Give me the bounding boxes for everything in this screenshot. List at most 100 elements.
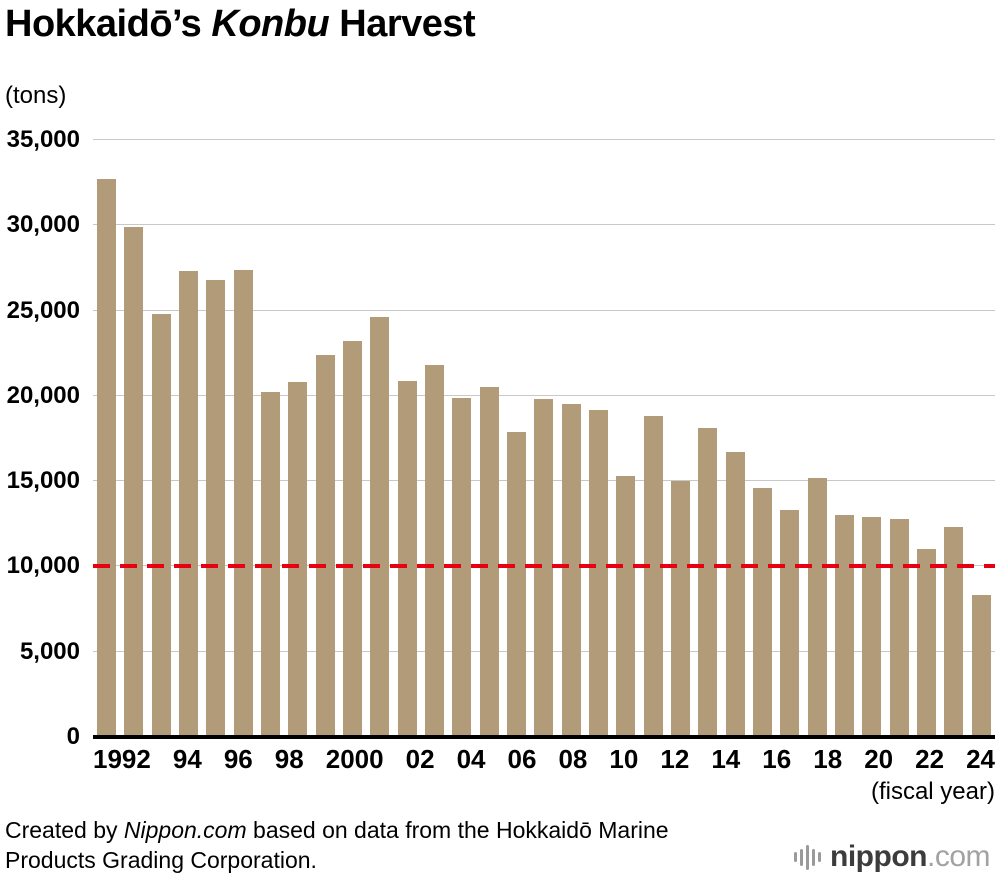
bar-2015	[725, 452, 745, 737]
x-tick-empty	[893, 744, 915, 775]
bar-2022	[917, 549, 936, 737]
bar-slot-2013	[667, 140, 694, 737]
y-tick-label-25000: 25,000	[6, 296, 80, 324]
y-tick-label-15000: 15,000	[6, 467, 80, 495]
x-tick-empty	[485, 744, 507, 775]
bar-slot-1994	[148, 140, 175, 737]
bars-container	[93, 140, 995, 737]
bar-2007	[507, 431, 527, 737]
bar-2016	[753, 487, 773, 737]
bar-slot-2001	[339, 140, 366, 737]
bar-1994	[151, 313, 171, 737]
bar-slot-2000	[312, 140, 339, 737]
x-tick-label-02: 02	[405, 744, 435, 774]
x-axis-line	[93, 735, 995, 739]
gridline-30000	[93, 224, 995, 226]
chart-title-pre: Hokkaidō’s	[5, 3, 212, 45]
bar-slot-2007	[503, 140, 530, 737]
bar-slot-2012	[640, 140, 667, 737]
x-tick-label-06: 06	[507, 744, 537, 774]
source-note: Created by Nippon.com based on data from…	[5, 816, 750, 876]
bar-2011	[616, 476, 636, 737]
y-tick-label-0: 0	[66, 723, 80, 750]
logo-name: nippon	[830, 840, 927, 873]
bar-slot-2020	[858, 140, 885, 737]
x-tick-label-2000: 2000	[325, 744, 384, 774]
x-tick-empty	[587, 744, 609, 775]
bar-2018	[807, 477, 827, 737]
bar-2021	[889, 518, 909, 737]
bar-slot-2006	[476, 140, 503, 737]
bar-1993	[124, 227, 144, 737]
logo-text: nippon.com	[830, 840, 990, 874]
bar-slot-1999	[284, 140, 311, 737]
bar-slot-2023	[940, 140, 967, 737]
x-axis-labels: 1992 94 96 98 2000 02 04 06 08 10 12 14 16 18 20 22 24	[93, 744, 995, 775]
x-tick-empty	[791, 744, 813, 775]
reference-line	[93, 564, 995, 569]
x-tick-empty	[689, 744, 711, 775]
bar-1996	[206, 279, 226, 737]
bar-2010	[589, 409, 609, 737]
bar-slot-2009	[558, 140, 585, 737]
x-tick-empty	[253, 744, 275, 775]
bar-slot-2017	[776, 140, 803, 737]
x-tick-label-96: 96	[223, 744, 253, 774]
source-note-pre: Created by	[5, 817, 124, 843]
x-tick-empty	[536, 744, 558, 775]
bar-slot-2011	[612, 140, 639, 737]
bar-2009	[561, 404, 581, 737]
x-tick-empty	[304, 744, 326, 775]
x-tick-empty	[638, 744, 660, 775]
gridline-25000	[93, 309, 995, 311]
x-tick-label-18: 18	[813, 744, 843, 774]
bar-slot-2014	[694, 140, 721, 737]
x-tick-label-1992: 1992	[93, 744, 151, 774]
bar-2004	[425, 365, 445, 737]
bar-2014	[698, 428, 718, 737]
x-tick-empty	[842, 744, 864, 775]
bar-slot-2003	[394, 140, 421, 737]
x-tick-label-10: 10	[609, 744, 639, 774]
nippon-com-logo: nippon.com	[794, 840, 991, 874]
x-tick-label-98: 98	[274, 744, 304, 774]
x-tick-label-24: 24	[966, 744, 996, 774]
y-tick-label-35000: 35,000	[6, 126, 80, 153]
bar-2019	[835, 515, 855, 737]
bar-slot-1998	[257, 140, 284, 737]
gridline-20000	[93, 394, 995, 396]
plot-area: 0 5,000 10,000 15,000 20,000 25,000 30,000 35,0…	[7, 126, 995, 750]
x-tick-label-04: 04	[456, 744, 486, 774]
x-tick-label-16: 16	[762, 744, 792, 774]
bar-2017	[780, 510, 800, 737]
x-tick-empty	[740, 744, 762, 775]
source-note-post: based on data from the Hokkaidō Marine P…	[5, 817, 669, 873]
bar-slot-2010	[585, 140, 612, 737]
x-axis-unit-label: (fiscal year)	[870, 778, 995, 805]
bar-2006	[479, 387, 499, 737]
x-tick-label-94: 94	[172, 744, 202, 774]
x-tick-label-14: 14	[711, 744, 741, 774]
chart-title-post: Harvest	[329, 3, 476, 45]
bar-slot-2018	[804, 140, 831, 737]
y-tick-label-5000: 5,000	[19, 637, 80, 665]
bar-slot-2019	[831, 140, 858, 737]
x-tick-empty	[435, 744, 457, 775]
logo-tld: .com	[926, 840, 991, 873]
bar-slot-2008	[530, 140, 557, 737]
x-tick-label-22: 22	[915, 744, 945, 774]
bar-2012	[643, 416, 663, 737]
bar-slot-2004	[421, 140, 448, 737]
bar-1997	[233, 269, 253, 737]
bar-1999	[288, 382, 308, 737]
bar-2003	[397, 380, 417, 737]
x-tick-empty	[202, 744, 224, 775]
bar-slot-1997	[230, 140, 257, 737]
y-tick-label-30000: 30,000	[6, 211, 80, 239]
bar-slot-1995	[175, 140, 202, 737]
bar-2020	[862, 516, 882, 737]
bar-slot-2022	[913, 140, 940, 737]
y-tick-label-10000: 10,000	[6, 552, 80, 580]
bar-slot-1993	[120, 140, 147, 737]
y-axis-unit-label: (tons)	[5, 82, 67, 109]
